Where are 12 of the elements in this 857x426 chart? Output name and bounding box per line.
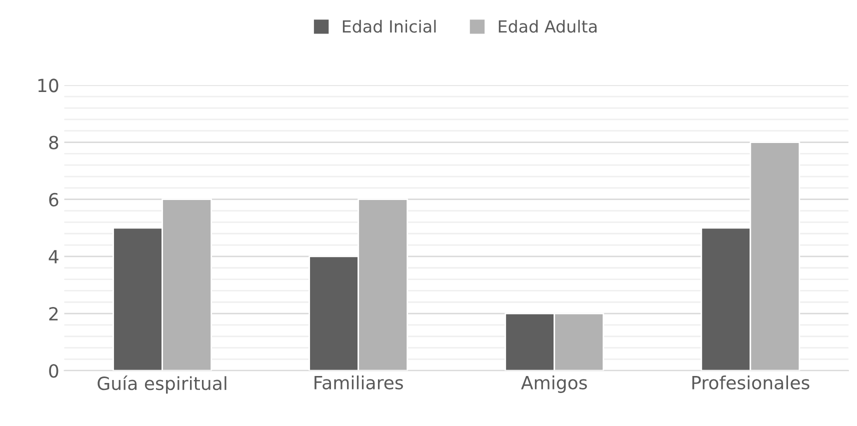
legend-label: Edad Inicial: [342, 20, 436, 33]
x-tick-label: Familiares: [314, 375, 403, 390]
y-tick-label: 6: [49, 192, 58, 206]
y-tick-label: 4: [48, 250, 58, 264]
y-tick-label: 8: [49, 136, 58, 150]
y-tick-label: 2: [49, 306, 58, 320]
x-tick-label: Amigos: [521, 375, 587, 393]
x-tick-label: Profesionales: [692, 375, 810, 390]
legend-label: Edad Adulta: [498, 20, 597, 33]
x-tick-label: Guía espiritual: [98, 375, 226, 394]
y-tick-label: 0: [49, 364, 58, 378]
y-tick-label: 10: [38, 78, 58, 92]
